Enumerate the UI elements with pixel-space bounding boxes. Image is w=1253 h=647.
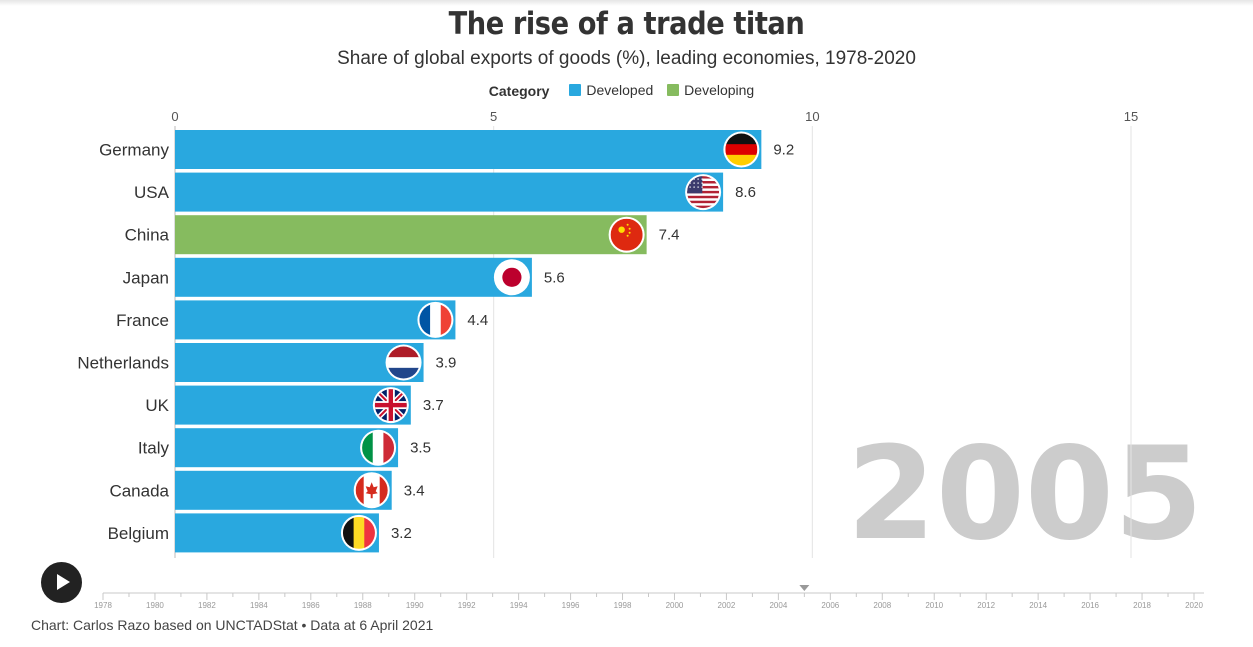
bar-netherlands[interactable] — [175, 343, 424, 382]
category-label-canada: Canada — [109, 481, 169, 500]
chart-title: The rise of a trade titan — [448, 6, 805, 42]
germany-flag-icon — [723, 131, 760, 168]
timeline-year-label[interactable]: 1980 — [146, 601, 164, 610]
x-tick-label: 10 — [805, 109, 819, 124]
belgium-flag-icon — [340, 514, 377, 551]
bar-usa[interactable] — [175, 172, 724, 212]
category-label-italy: Italy — [138, 439, 170, 458]
current-year-label: 2005 — [847, 420, 1203, 569]
timeline-year-label[interactable]: 1988 — [354, 601, 372, 610]
timeline-year-label[interactable]: 1982 — [198, 601, 216, 610]
legend-swatch-developed — [569, 84, 582, 96]
category-label-netherlands: Netherlands — [77, 354, 169, 373]
timeline-year-label[interactable]: 2000 — [666, 601, 684, 610]
value-label-belgium: 3.2 — [391, 525, 412, 542]
legend-label-developing: Developing — [684, 82, 755, 98]
legend-title: Category — [488, 83, 550, 99]
timeline-year-label[interactable]: 2004 — [769, 601, 787, 610]
timeline-year-label[interactable]: 1998 — [614, 601, 632, 610]
x-tick-label: 5 — [490, 109, 497, 124]
japan-flag-icon — [493, 259, 530, 296]
category-label-germany: Germany — [99, 141, 169, 160]
value-label-canada: 3.4 — [404, 482, 425, 499]
play-button[interactable] — [41, 562, 82, 603]
timeline-year-label[interactable]: 2016 — [1081, 601, 1099, 610]
usa-flag-icon — [685, 174, 722, 211]
bar-germany[interactable] — [175, 130, 762, 169]
bar-uk[interactable] — [175, 385, 411, 425]
bar-france[interactable] — [175, 300, 456, 340]
netherlands-flag-icon — [385, 344, 422, 381]
value-label-italy: 3.5 — [410, 440, 431, 457]
value-label-germany: 9.2 — [773, 142, 794, 159]
timeline-year-label[interactable]: 2006 — [821, 601, 839, 610]
source-footer: Chart: Carlos Razo based on UNCTADStat •… — [31, 617, 434, 633]
top-shade — [0, 0, 1253, 6]
value-label-netherlands: 3.9 — [436, 355, 457, 372]
value-label-uk: 3.7 — [423, 397, 444, 414]
italy-flag-icon — [360, 429, 397, 466]
legend-label-developed: Developed — [586, 82, 654, 98]
value-label-china: 7.4 — [659, 227, 680, 244]
category-label-uk: UK — [145, 396, 169, 415]
timeline-year-label[interactable]: 1990 — [406, 601, 424, 610]
timeline-year-label[interactable]: 2012 — [977, 601, 995, 610]
timeline-year-label[interactable]: 1996 — [562, 601, 580, 610]
legend: Category Developed Developing — [0, 82, 1253, 99]
category-label-usa: USA — [134, 183, 170, 202]
value-label-france: 4.4 — [467, 312, 488, 329]
timeline-year-label[interactable]: 2002 — [718, 601, 736, 610]
timeline-year-label[interactable]: 2018 — [1133, 601, 1151, 610]
timeline-year-label[interactable]: 2008 — [873, 601, 891, 610]
category-label-china: China — [125, 226, 170, 245]
timeline-year-label[interactable]: 1984 — [250, 601, 268, 610]
timeline-year-label[interactable]: 1978 — [94, 601, 112, 610]
france-flag-icon — [417, 301, 454, 338]
category-label-belgium: Belgium — [108, 524, 169, 543]
legend-item-developed[interactable]: Developed — [569, 82, 653, 98]
timeline-year-label[interactable]: 2010 — [925, 601, 943, 610]
value-label-usa: 8.6 — [735, 184, 756, 201]
legend-item-developing[interactable]: Developing — [667, 82, 754, 98]
chart-subtitle: Share of global exports of goods (%), le… — [337, 48, 916, 69]
bar-japan[interactable] — [175, 257, 532, 297]
china-flag-icon — [608, 216, 645, 253]
uk-flag-icon — [372, 387, 409, 424]
x-tick-label: 15 — [1124, 109, 1138, 124]
timeline-handle[interactable] — [799, 585, 810, 591]
bar-china[interactable] — [175, 215, 647, 255]
timeline-year-label[interactable]: 1992 — [458, 601, 476, 610]
x-tick-label: 0 — [171, 109, 178, 124]
timeline-year-label[interactable]: 2020 — [1185, 601, 1203, 610]
timeline-year-label[interactable]: 2014 — [1029, 601, 1047, 610]
canada-flag-icon — [353, 472, 390, 509]
category-label-japan: Japan — [123, 268, 169, 287]
timeline-year-label[interactable]: 1994 — [510, 601, 528, 610]
value-label-japan: 5.6 — [544, 269, 565, 286]
category-label-france: France — [116, 311, 169, 330]
legend-swatch-developing — [667, 84, 680, 96]
timeline-year-label[interactable]: 1986 — [302, 601, 320, 610]
